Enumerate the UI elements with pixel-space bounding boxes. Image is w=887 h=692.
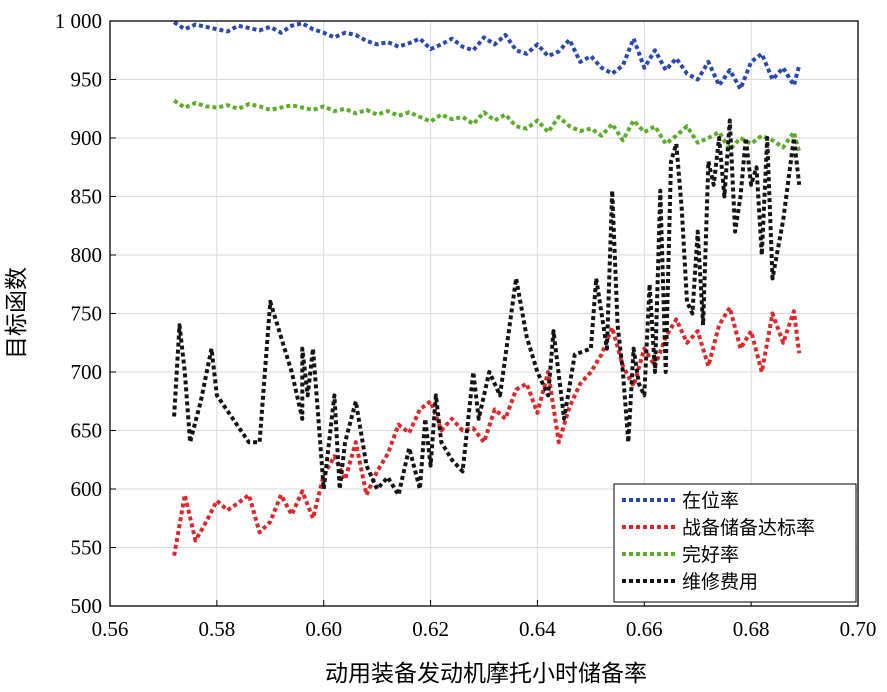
y-tick-label: 750 [71,302,103,326]
y-tick-label: 700 [71,360,103,384]
y-tick-label: 900 [71,126,103,150]
x-axis-label: 动用装备发动机摩托小时储备率 [325,661,647,687]
series-line-3 [173,98,802,153]
x-tick-label: 0.62 [412,617,449,641]
y-tick-label: 500 [71,594,103,618]
y-axis-label: 目标函数 [4,267,30,359]
x-tick-label: 0.58 [198,617,235,641]
y-tick-label: 550 [71,536,103,560]
y-tick-label: 950 [71,68,103,92]
x-tick-label: 0.64 [519,617,556,641]
series-line-2 [172,305,802,557]
y-tick-label: 600 [71,477,103,501]
legend-box [613,483,857,603]
x-tick-label: 0.68 [733,617,770,641]
legend-label-3: 完好率 [682,544,739,566]
x-tick-label: 0.60 [305,617,342,641]
x-axis: 0.56 0.58 0.60 0.62 0.64 0.66 0.68 0.70 [92,600,877,641]
legend-label-2: 战备储备达标率 [682,517,815,539]
legend-label-4: 维修费用 [682,571,758,593]
x-tick-label: 0.70 [840,617,877,641]
x-tick-label: 0.56 [92,617,129,641]
y-tick-label: 650 [71,419,103,443]
series-line-1 [173,20,802,91]
y-tick-label: 850 [71,185,103,209]
y-tick-label: 1 000 [55,9,102,33]
series-line-4 [172,118,802,497]
legend-label-1: 在位率 [682,490,739,512]
y-tick-label: 800 [71,243,103,267]
y-axis: 500 550 600 650 700 750 800 850 900 950 1 000 [55,9,116,618]
series-layer [172,20,802,557]
x-tick-label: 0.66 [626,617,663,641]
